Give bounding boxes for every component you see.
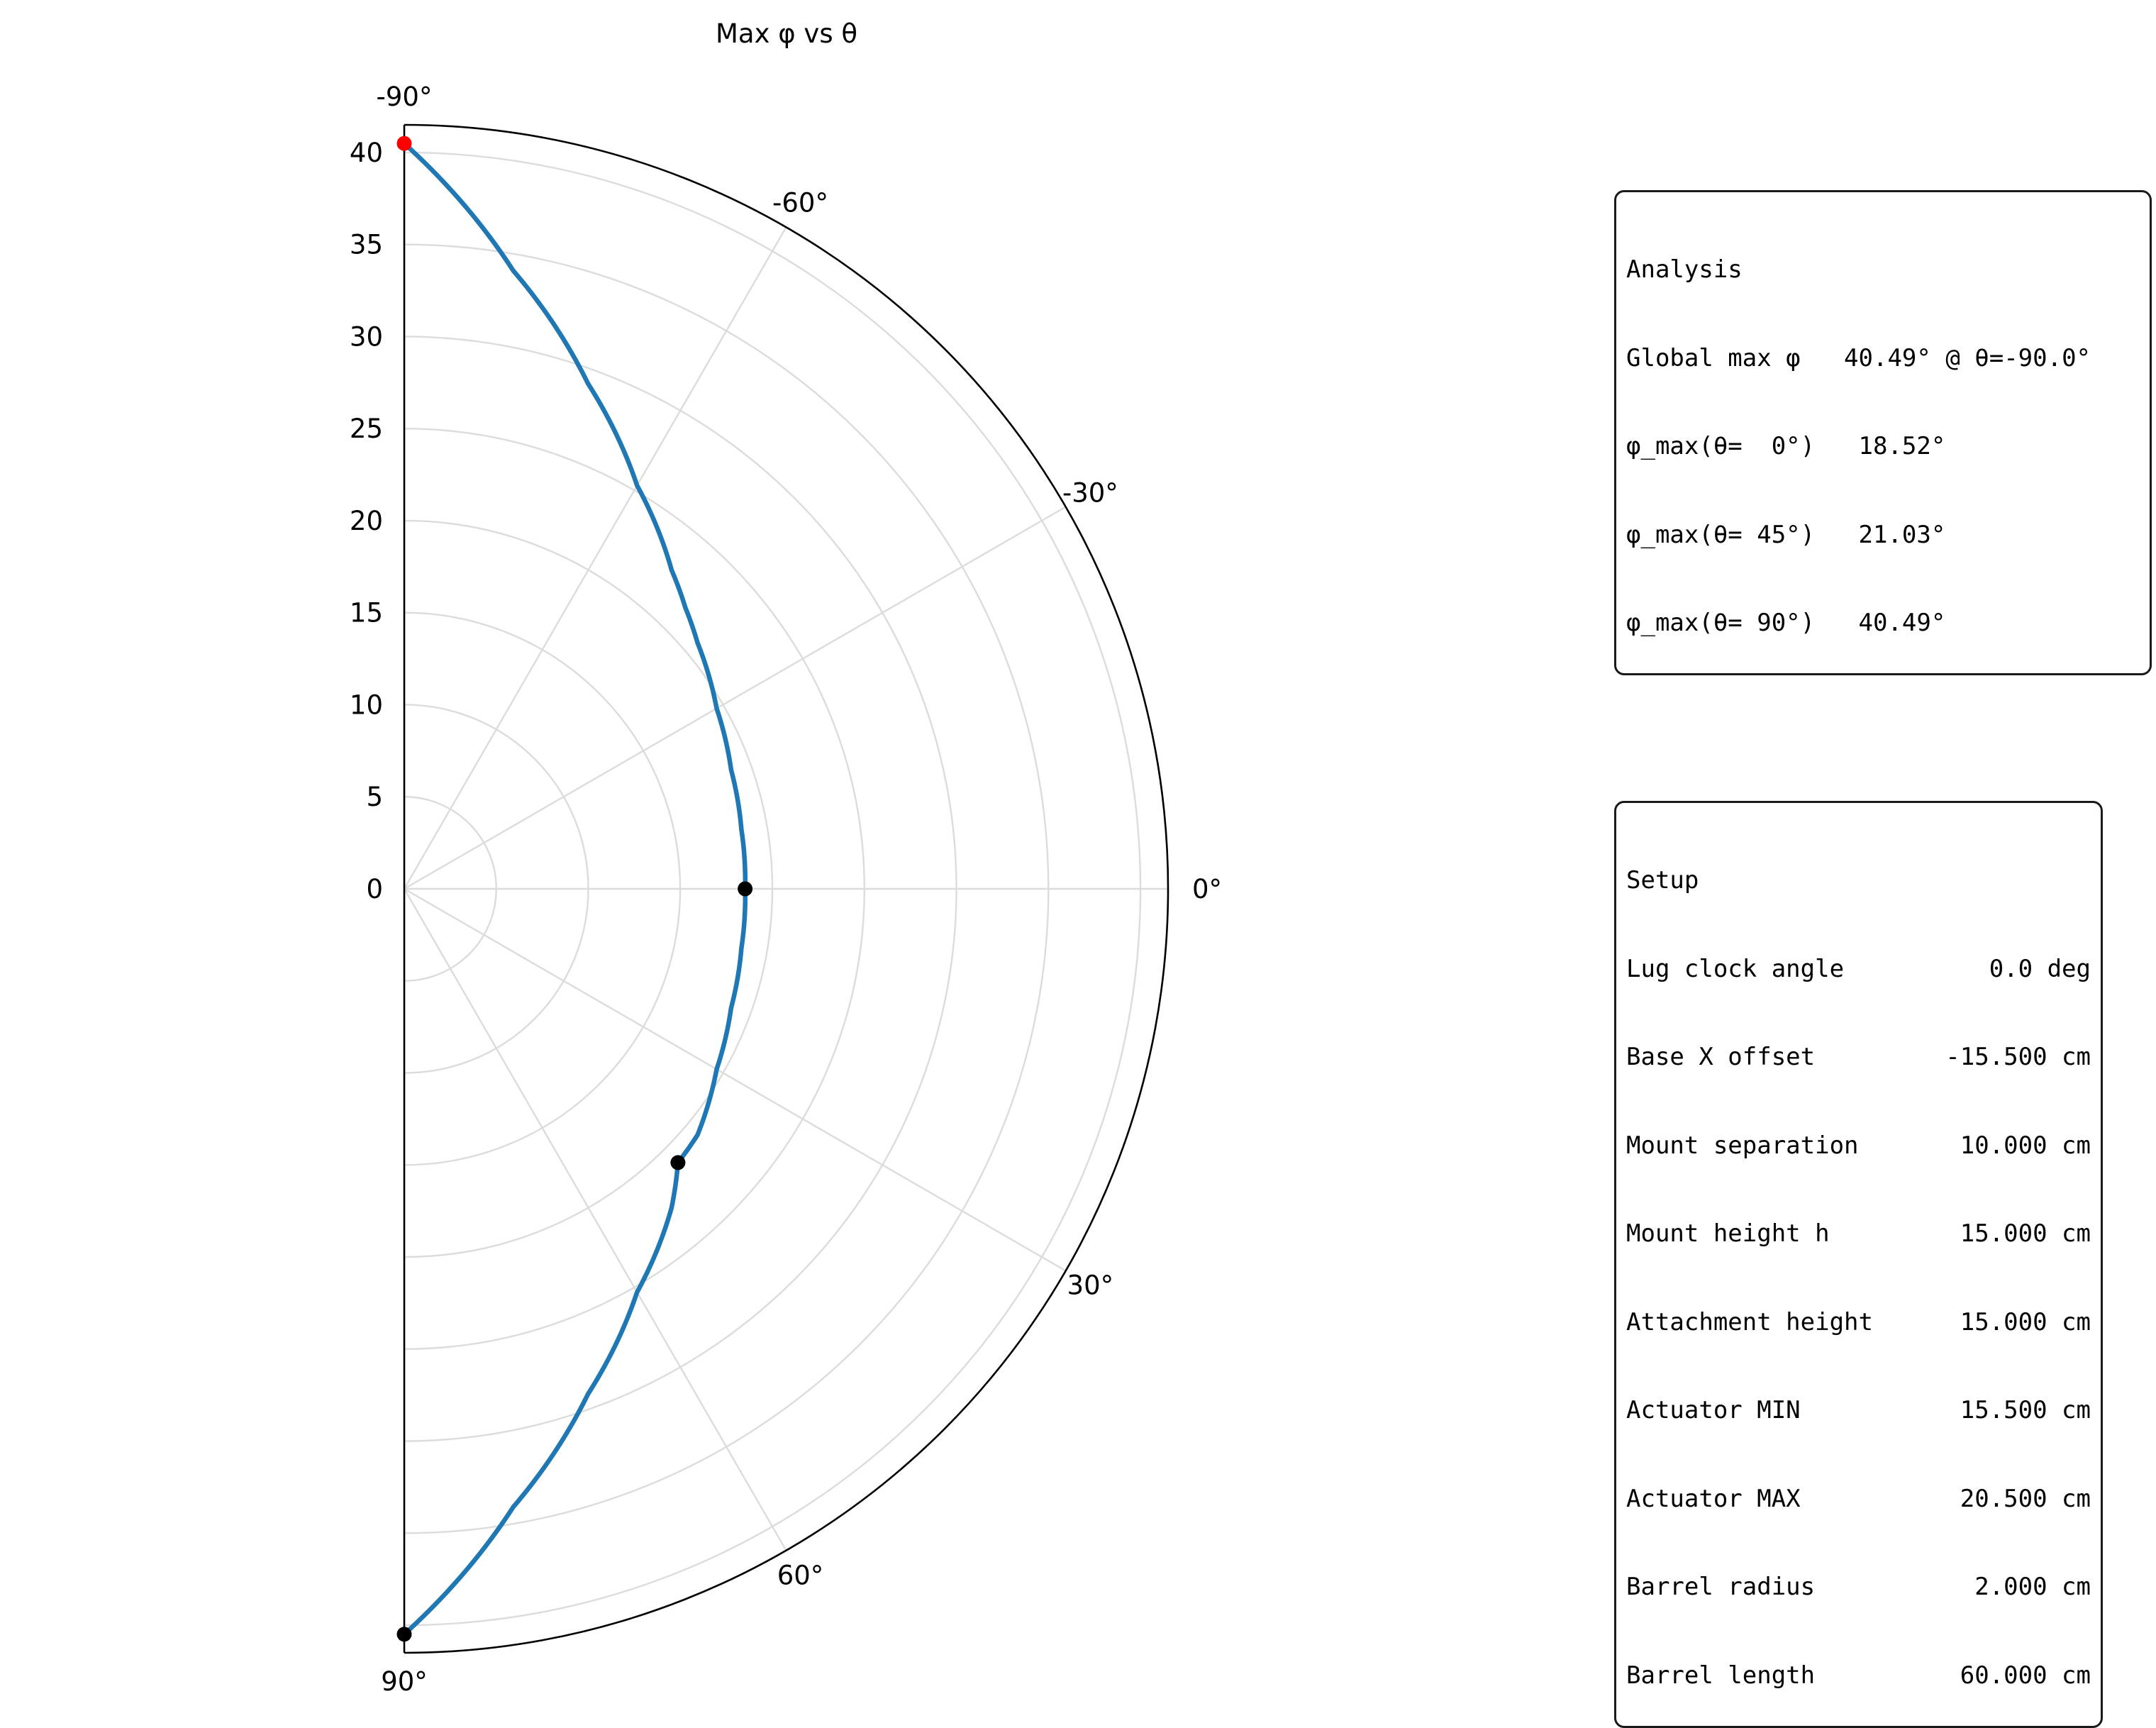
analysis-row: φ_max(θ= 0°) 18.52° (1626, 432, 1946, 460)
setup-label: Barrel radius (1626, 1573, 1816, 1601)
setup-label: Lug clock angle (1626, 954, 1845, 983)
analysis-row: φ_max(θ= 90°) 40.49° (1626, 609, 1946, 637)
analysis-title: Analysis (1626, 255, 1743, 284)
setup-value: 0.0 deg (1989, 954, 2091, 983)
setup-value: 10.000 cm (1960, 1131, 2091, 1160)
theta-tick-label: 60° (777, 1560, 824, 1590)
setup-title: Setup (1626, 866, 1699, 895)
setup-label: Mount separation (1626, 1131, 1859, 1160)
polar-grid (403, 151, 1168, 1627)
r-tick-label: 15 (350, 598, 383, 628)
theta-tick-label: 30° (1067, 1270, 1114, 1301)
sample-marker (670, 1155, 686, 1170)
theta-gridline (403, 226, 787, 890)
setup-label: Attachment height (1626, 1307, 1873, 1336)
r-tick-label: 10 (350, 689, 383, 720)
setup-row: Mount height h 15.000 cm (1626, 1219, 2091, 1249)
chart-title: Max φ vs θ (716, 18, 857, 49)
sample-marker (738, 881, 753, 897)
theta-gridline (403, 888, 787, 1551)
setup-value: 15.000 cm (1960, 1219, 2091, 1248)
setup-row: Lug clock angle 0.0 deg (1626, 955, 2091, 985)
setup-row: Actuator MAX 20.500 cm (1626, 1485, 2091, 1514)
setup-value: 20.500 cm (1960, 1484, 2091, 1513)
theta-tick-labels: -90° -60° -30° 0° 30° 60° 90° (377, 82, 1223, 1697)
setup-label: Base X offset (1626, 1043, 1816, 1071)
setup-row: Base X offset -15.500 cm (1626, 1043, 2091, 1073)
theta-tick-label: 90° (381, 1666, 428, 1697)
setup-value: -15.500 cm (1945, 1043, 2091, 1071)
polar-frame (403, 123, 1169, 1654)
theta-tick-label: -90° (377, 82, 433, 112)
setup-value: 60.000 cm (1960, 1661, 2091, 1690)
setup-label: Actuator MIN (1626, 1396, 1801, 1424)
r-tick-label: 40 (350, 138, 383, 168)
global-max-marker (396, 135, 412, 151)
setup-row: Barrel radius 2.000 cm (1626, 1573, 2091, 1602)
theta-tick-label: -60° (772, 188, 828, 218)
theta-gridline (404, 506, 1067, 890)
setup-row: Attachment height 15.000 cm (1626, 1308, 2091, 1338)
theta-tick-label: -30° (1062, 478, 1118, 509)
setup-row: Actuator MIN 15.500 cm (1626, 1396, 2091, 1426)
setup-label: Mount height h (1626, 1219, 1830, 1248)
outer-arc (404, 123, 1169, 1654)
setup-value: 15.000 cm (1960, 1307, 2091, 1336)
setup-row: Mount separation 10.000 cm (1626, 1131, 2091, 1161)
r-tick-label: 0 (366, 874, 383, 904)
setup-value: 2.000 cm (1974, 1573, 2091, 1601)
sample-marker (396, 1627, 412, 1642)
setup-value: 15.500 cm (1960, 1396, 2091, 1424)
r-tick-label: 20 (350, 506, 383, 536)
analysis-panel: Analysis Global max φ 40.49° @ θ=-90.0° … (1614, 190, 2152, 675)
setup-row: Barrel length 60.000 cm (1626, 1661, 2091, 1691)
r-tick-label: 5 (366, 782, 383, 812)
theta-tick-label: 0° (1192, 874, 1222, 904)
theta-gridline (404, 887, 1067, 1272)
r-tick-label: 35 (350, 230, 383, 260)
r-tick-labels: 0 5 10 15 20 25 30 35 40 (350, 138, 383, 904)
r-tick-label: 30 (350, 321, 383, 352)
analysis-row: Global max φ 40.49° @ θ=-90.0° (1626, 343, 2091, 372)
analysis-row: φ_max(θ= 45°) 21.03° (1626, 520, 1946, 549)
r-tick-label: 25 (350, 414, 383, 444)
setup-label: Actuator MAX (1626, 1484, 1801, 1513)
setup-panel: Setup Lug clock angle 0.0 deg Base X off… (1614, 801, 2103, 1728)
setup-label: Barrel length (1626, 1661, 1816, 1690)
marker-layer (396, 135, 753, 1642)
